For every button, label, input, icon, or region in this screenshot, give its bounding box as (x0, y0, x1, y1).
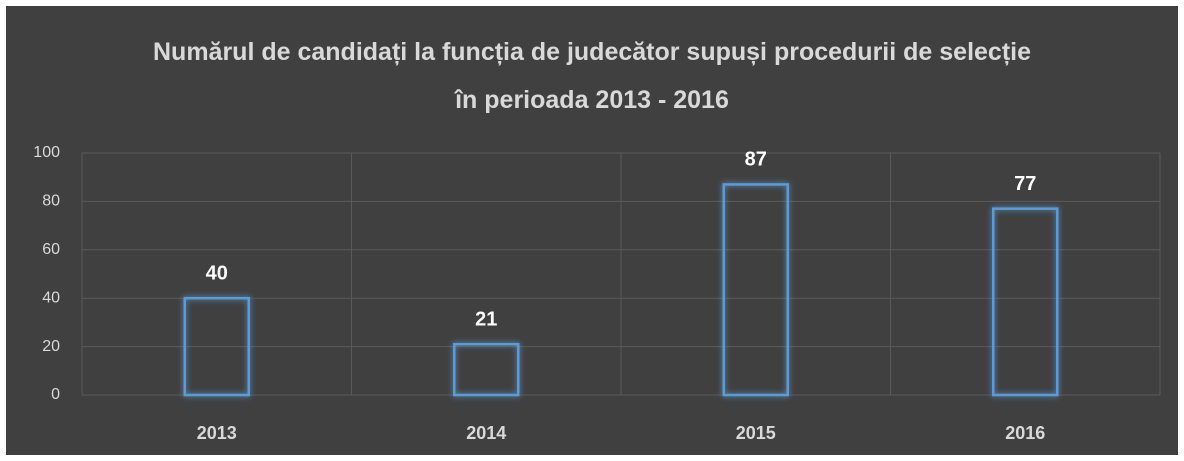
chart-frame (6, 6, 1178, 455)
bar (722, 183, 789, 397)
bar (992, 207, 1059, 397)
y-tick-label: 20 (42, 338, 60, 355)
bar (183, 296, 250, 397)
data-label: 40 (206, 262, 228, 284)
data-label: 87 (745, 149, 767, 171)
x-tick-label: 2015 (736, 423, 776, 443)
data-label: 77 (1014, 173, 1036, 195)
data-label: 21 (475, 308, 497, 330)
x-tick-label: 2016 (1005, 423, 1045, 443)
y-tick-label: 40 (42, 289, 60, 306)
y-tick-label: 100 (33, 144, 60, 161)
x-tick-label: 2014 (466, 423, 506, 443)
chart-title: Numărul de candidați la funcția de judec… (153, 38, 1031, 114)
y-tick-label: 60 (42, 241, 60, 258)
x-tick-label: 2013 (197, 423, 237, 443)
bar (453, 342, 520, 397)
y-tick-label: 80 (42, 193, 60, 210)
y-tick-label: 0 (51, 386, 60, 403)
